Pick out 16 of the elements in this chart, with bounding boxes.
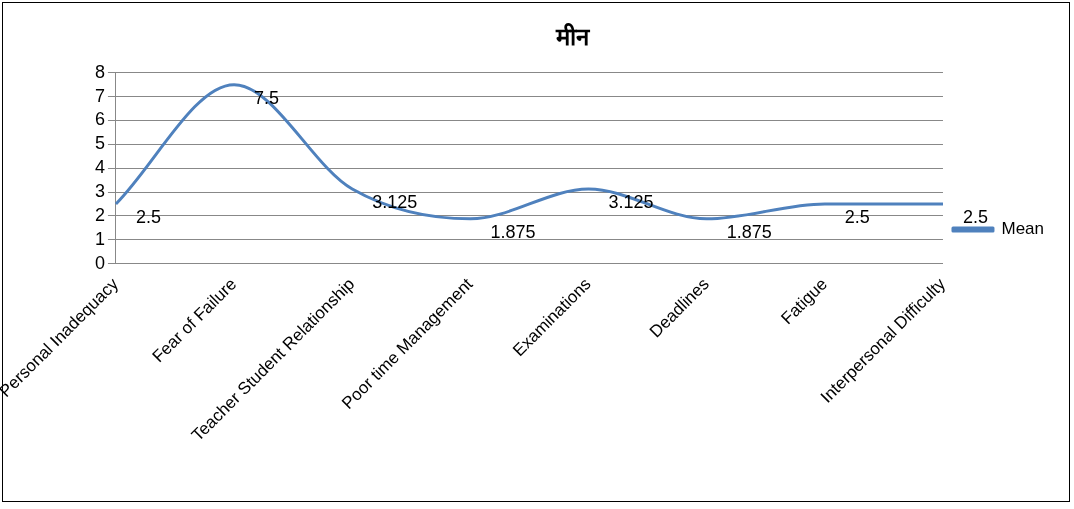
chart-title: मीन [554,22,591,51]
y-tick-label: 8 [94,61,105,82]
y-tick-label: 7 [94,85,105,106]
y-tick-label: 1 [94,228,105,249]
data-label: 1.875 [490,221,536,242]
y-tick-label: 0 [94,252,105,273]
y-tick-label: 3 [94,180,105,201]
data-label: 2.5 [962,206,989,227]
y-tick-label: 2 [94,204,105,225]
y-tick-label: 4 [94,157,105,178]
data-label: 2.5 [844,206,870,227]
data-label: 2.5 [135,206,161,227]
legend-label: Mean [1001,219,1045,239]
data-label: 1.875 [726,221,772,242]
y-tick-label: 5 [94,133,105,154]
y-tick-label: 6 [94,109,105,130]
